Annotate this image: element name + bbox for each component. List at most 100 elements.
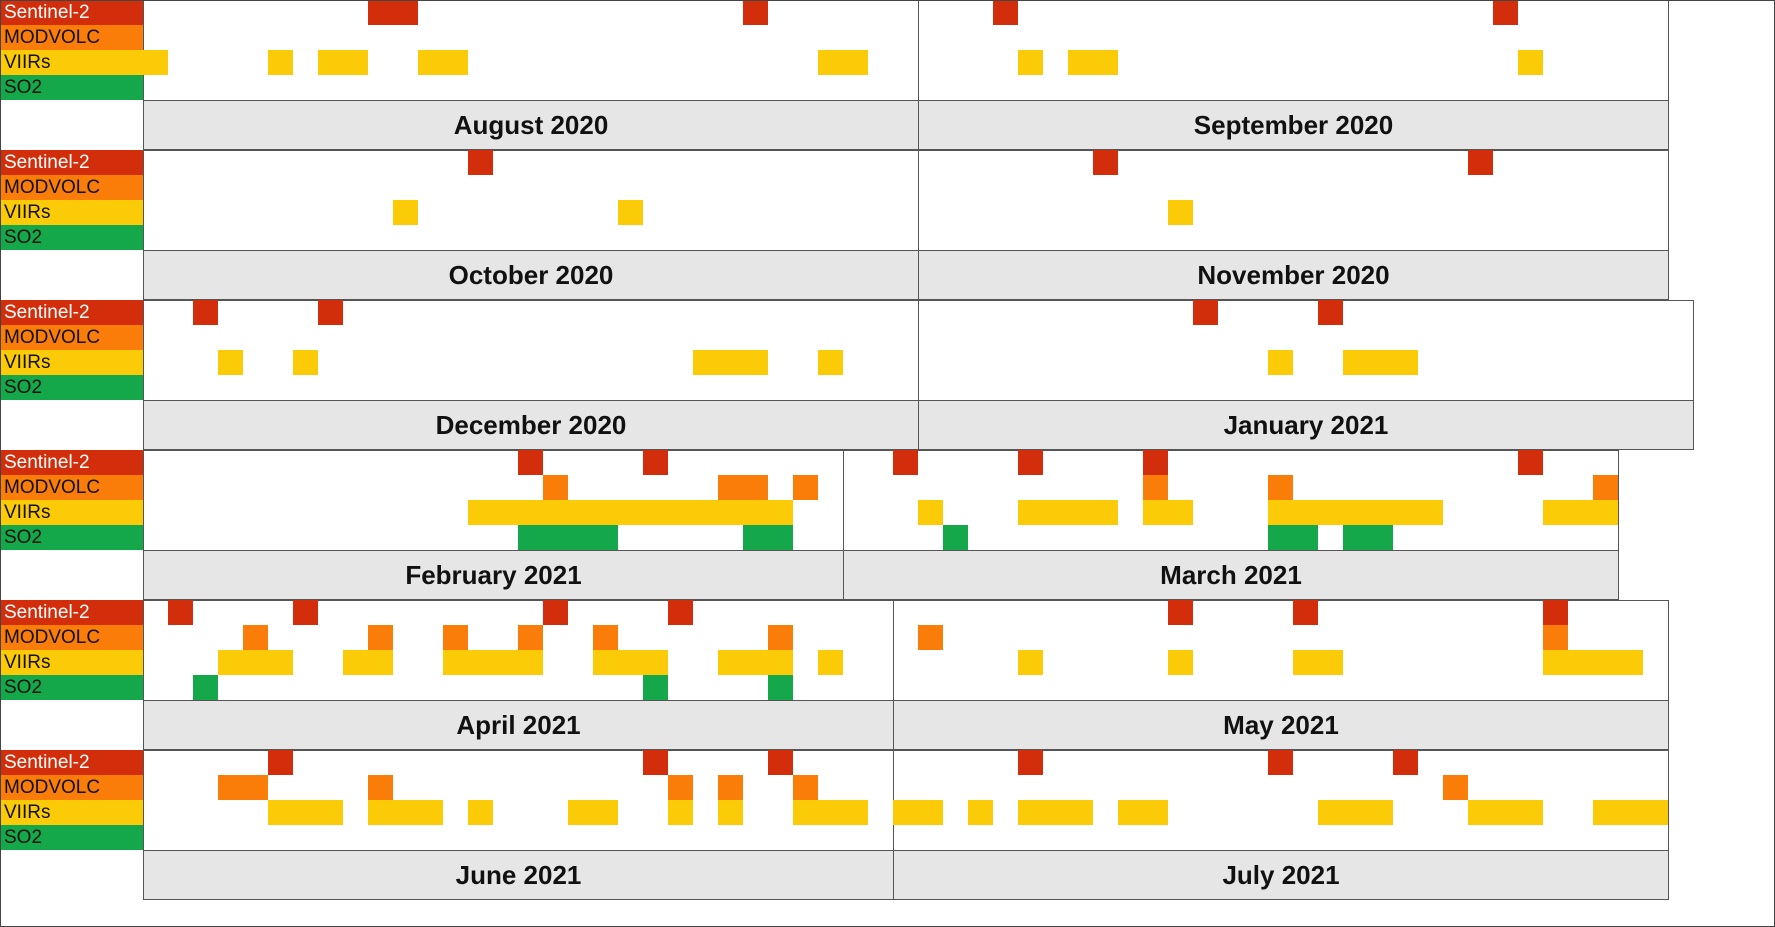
mark-viirs-july-2021-day-20 — [1368, 800, 1393, 825]
mark-sentinel-2-july-2021-day-21 — [1393, 750, 1418, 775]
mark-viirs-april-2021-day-28 — [818, 650, 843, 675]
mark-modvolc-july-2021-day-23 — [1443, 775, 1468, 800]
mark-viirs-march-2021-day-20 — [1318, 500, 1343, 525]
mark-viirs-august-2020-day-1 — [143, 50, 168, 75]
month-title-september-2020: September 2020 — [918, 100, 1669, 150]
legend-label-sentinel-2: Sentinel-2 — [0, 150, 143, 175]
mark-viirs-august-2020-day-8 — [318, 50, 343, 75]
mark-modvolc-february-2021-day-27 — [793, 475, 818, 500]
mark-viirs-april-2021-day-20 — [618, 650, 643, 675]
legend-label-viirs: VIIRs — [0, 500, 143, 525]
mark-modvolc-april-2021-day-19 — [593, 625, 618, 650]
mark-sentinel-2-march-2021-day-3 — [893, 450, 918, 475]
mark-sentinel-2-june-2021-day-26 — [768, 750, 793, 775]
mark-viirs-february-2021-day-17 — [543, 500, 568, 525]
legend-label-viirs: VIIRs — [0, 50, 143, 75]
mark-viirs-february-2021-day-22 — [668, 500, 693, 525]
month-title-july-2021: July 2021 — [893, 850, 1669, 900]
mark-viirs-april-2021-day-15 — [493, 650, 518, 675]
mark-so2-april-2021-day-21 — [643, 675, 668, 700]
mark-sentinel-2-november-2020-day-23 — [1468, 150, 1493, 175]
mark-viirs-april-2021-day-10 — [368, 650, 393, 675]
mark-viirs-july-2021-day-26 — [1518, 800, 1543, 825]
mark-viirs-june-2021-day-18 — [568, 800, 593, 825]
mark-viirs-august-2020-day-28 — [818, 50, 843, 75]
mark-viirs-march-2021-day-14 — [1168, 500, 1193, 525]
mark-sentinel-2-march-2021-day-8 — [1018, 450, 1043, 475]
mark-so2-february-2021-day-26 — [768, 525, 793, 550]
month-panel-december-2020 — [143, 300, 919, 401]
mark-so2-february-2021-day-18 — [568, 525, 593, 550]
legend-label-modvolc: MODVOLC — [0, 25, 143, 50]
mark-viirs-february-2021-day-21 — [643, 500, 668, 525]
mark-viirs-july-2021-day-30 — [1618, 800, 1643, 825]
month-title-june-2021: June 2021 — [143, 850, 894, 900]
mark-viirs-march-2021-day-30 — [1568, 500, 1593, 525]
mark-viirs-may-2021-day-12 — [1168, 650, 1193, 675]
mark-sentinel-2-january-2021-day-12 — [1193, 300, 1218, 325]
mark-viirs-may-2021-day-29 — [1593, 650, 1618, 675]
mark-viirs-march-2021-day-4 — [918, 500, 943, 525]
mark-viirs-january-2021-day-18 — [1343, 350, 1368, 375]
legend-label-sentinel-2: Sentinel-2 — [0, 600, 143, 625]
legend-label-viirs: VIIRs — [0, 200, 143, 225]
legend-label-so2: SO2 — [0, 375, 143, 400]
mark-viirs-may-2021-day-18 — [1318, 650, 1343, 675]
mark-viirs-february-2021-day-19 — [593, 500, 618, 525]
mark-so2-april-2021-day-3 — [193, 675, 218, 700]
mark-viirs-april-2021-day-19 — [593, 650, 618, 675]
mark-so2-march-2021-day-19 — [1293, 525, 1318, 550]
mark-modvolc-march-2021-day-18 — [1268, 475, 1293, 500]
month-title-january-2021: January 2021 — [918, 400, 1694, 450]
month-title-march-2021: March 2021 — [843, 550, 1619, 600]
mark-viirs-february-2021-day-15 — [493, 500, 518, 525]
mark-sentinel-2-may-2021-day-17 — [1293, 600, 1318, 625]
mark-so2-march-2021-day-5 — [943, 525, 968, 550]
mark-viirs-february-2021-day-24 — [718, 500, 743, 525]
mark-modvolc-june-2021-day-22 — [668, 775, 693, 800]
mark-viirs-july-2021-day-19 — [1343, 800, 1368, 825]
mark-viirs-march-2021-day-22 — [1368, 500, 1393, 525]
mark-modvolc-april-2021-day-16 — [518, 625, 543, 650]
mark-viirs-may-2021-day-17 — [1293, 650, 1318, 675]
mark-so2-february-2021-day-17 — [543, 525, 568, 550]
mark-viirs-june-2021-day-14 — [468, 800, 493, 825]
mark-viirs-april-2021-day-13 — [443, 650, 468, 675]
month-title-october-2020: October 2020 — [143, 250, 919, 300]
mark-sentinel-2-april-2021-day-17 — [543, 600, 568, 625]
mark-viirs-august-2020-day-9 — [343, 50, 368, 75]
legend-label-modvolc: MODVOLC — [0, 625, 143, 650]
mark-so2-february-2021-day-25 — [743, 525, 768, 550]
mark-viirs-july-2021-day-7 — [1043, 800, 1068, 825]
mark-viirs-august-2020-day-13 — [443, 50, 468, 75]
mark-sentinel-2-january-2021-day-17 — [1318, 300, 1343, 325]
mark-viirs-august-2020-day-6 — [268, 50, 293, 75]
mark-viirs-february-2021-day-25 — [743, 500, 768, 525]
mark-viirs-may-2021-day-27 — [1543, 650, 1568, 675]
mark-viirs-january-2021-day-19 — [1368, 350, 1393, 375]
mark-viirs-june-2021-day-22 — [668, 800, 693, 825]
mark-sentinel-2-february-2021-day-21 — [643, 450, 668, 475]
mark-viirs-march-2021-day-19 — [1293, 500, 1318, 525]
mark-sentinel-2-june-2021-day-6 — [268, 750, 293, 775]
mark-viirs-february-2021-day-16 — [518, 500, 543, 525]
mark-viirs-may-2021-day-30 — [1618, 650, 1643, 675]
mark-viirs-april-2021-day-9 — [343, 650, 368, 675]
mark-viirs-march-2021-day-31 — [1593, 500, 1618, 525]
mark-viirs-july-2021-day-2 — [918, 800, 943, 825]
mark-so2-march-2021-day-18 — [1268, 525, 1293, 550]
mark-viirs-june-2021-day-27 — [793, 800, 818, 825]
mark-sentinel-2-may-2021-day-12 — [1168, 600, 1193, 625]
mark-modvolc-may-2021-day-27 — [1543, 625, 1568, 650]
legend-label-modvolc: MODVOLC — [0, 175, 143, 200]
mark-viirs-july-2021-day-31 — [1643, 800, 1668, 825]
mark-sentinel-2-august-2020-day-25 — [743, 0, 768, 25]
mark-modvolc-march-2021-day-13 — [1143, 475, 1168, 500]
mark-viirs-july-2021-day-29 — [1593, 800, 1618, 825]
legend-label-modvolc: MODVOLC — [0, 775, 143, 800]
mark-modvolc-april-2021-day-13 — [443, 625, 468, 650]
mark-viirs-june-2021-day-19 — [593, 800, 618, 825]
mark-viirs-august-2020-day-12 — [418, 50, 443, 75]
mark-sentinel-2-march-2021-day-13 — [1143, 450, 1168, 475]
mark-viirs-april-2021-day-25 — [743, 650, 768, 675]
